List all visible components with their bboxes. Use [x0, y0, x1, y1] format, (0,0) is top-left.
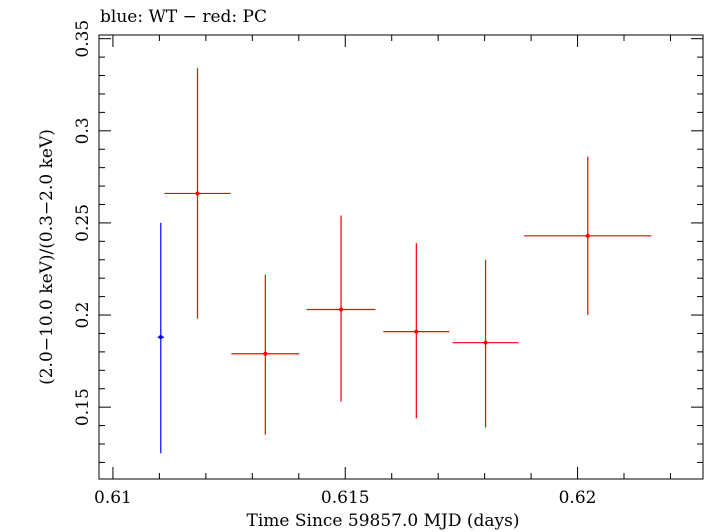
data-point — [195, 191, 200, 196]
data-point — [585, 233, 590, 238]
y-tick-label: 0.15 — [73, 388, 93, 426]
data-point — [414, 329, 419, 334]
data-point — [483, 340, 488, 345]
y-tick-label: 0.35 — [73, 20, 93, 58]
x-tick-label: 0.61 — [94, 488, 132, 508]
x-tick-label: 0.62 — [559, 488, 597, 508]
y-axis-label: (2.0−10.0 keV)/(0.3−2.0 keV) — [37, 129, 57, 385]
data-point — [158, 335, 163, 340]
axis-ticks: 0.61 0.615 0.62 0.15 0.2 0.25 0.3 0.35 — [73, 20, 703, 508]
y-tick-label: 0.25 — [73, 204, 93, 242]
series-0 — [157, 222, 165, 454]
chart-title: blue: WT − red: PC — [100, 7, 267, 27]
x-tick-label: 0.615 — [321, 488, 370, 508]
data-point — [263, 351, 268, 356]
plot-frame — [98, 34, 704, 480]
data-point — [339, 307, 344, 312]
data-marks — [157, 68, 652, 454]
y-tick-label: 0.2 — [73, 302, 93, 329]
y-tick-label: 0.3 — [73, 117, 93, 144]
series-1 — [164, 68, 652, 435]
x-axis-label: Time Since 59857.0 MJD (days) — [247, 511, 520, 531]
